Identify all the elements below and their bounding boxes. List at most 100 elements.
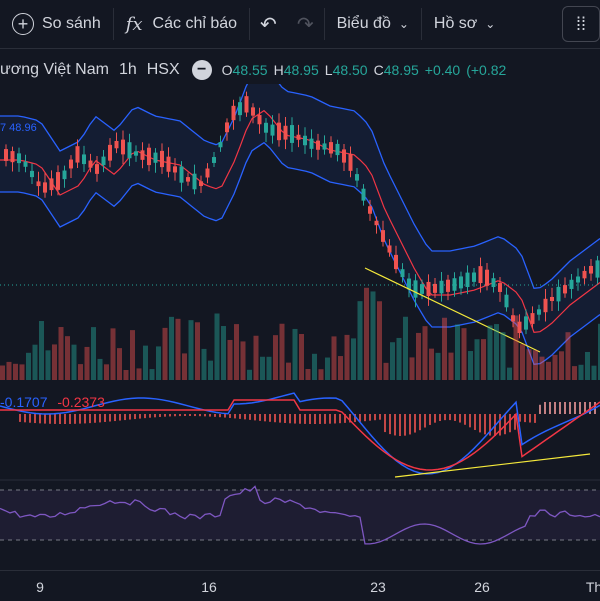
volume-bar bbox=[513, 315, 519, 380]
drag-handle-icon[interactable]: ⁞⁞ bbox=[562, 6, 600, 42]
candle-body bbox=[309, 138, 314, 149]
change-percent: (+0.82 bbox=[466, 62, 507, 78]
plus-circle-icon: + bbox=[12, 13, 34, 35]
candle-body bbox=[283, 125, 288, 140]
volume-bar bbox=[227, 339, 233, 380]
volume-bar bbox=[169, 316, 174, 380]
volume-bar bbox=[45, 350, 51, 380]
candle-body bbox=[56, 172, 60, 190]
volume-bar bbox=[585, 351, 590, 380]
x-tick-label: 23 bbox=[370, 579, 386, 595]
x-tick-label: 16 bbox=[201, 579, 217, 595]
volume-bar bbox=[474, 339, 480, 380]
candle-body bbox=[420, 284, 424, 294]
volume-bar bbox=[487, 325, 493, 380]
candle-body bbox=[101, 156, 106, 166]
candle-body bbox=[160, 150, 164, 168]
fx-icon: fx bbox=[125, 13, 143, 35]
candle-body bbox=[244, 96, 249, 113]
volume-bar bbox=[240, 341, 246, 380]
chart-canvas[interactable] bbox=[0, 84, 600, 570]
toolbar-divider bbox=[112, 8, 114, 40]
candle-body bbox=[322, 143, 327, 150]
candle-body bbox=[231, 105, 236, 121]
candle-body bbox=[361, 188, 366, 201]
volume-bar bbox=[266, 356, 272, 380]
candle-body bbox=[10, 151, 15, 163]
toolbar-divider bbox=[249, 8, 251, 40]
top-toolbar: + So sánh fx Các chỉ báo ↶ ↷ Biểu đồ ⌄ H… bbox=[0, 0, 600, 49]
candle-body bbox=[36, 181, 41, 187]
candle-body bbox=[394, 254, 398, 270]
macd-value: -0.1707 bbox=[0, 394, 48, 410]
candle-body bbox=[335, 143, 340, 156]
volume-bar bbox=[383, 362, 389, 380]
candle-body bbox=[524, 316, 528, 330]
candle-body bbox=[43, 182, 47, 193]
candle-body bbox=[491, 278, 496, 288]
volume-bar bbox=[565, 332, 571, 380]
volume-bar bbox=[422, 326, 428, 380]
volume-bar bbox=[104, 364, 109, 380]
candle-body bbox=[517, 321, 522, 333]
candle-body bbox=[485, 269, 489, 286]
candle-body bbox=[556, 286, 561, 302]
candle-body bbox=[199, 181, 203, 187]
candle-body bbox=[303, 135, 307, 146]
volume-bar bbox=[162, 327, 168, 380]
volume-bar bbox=[292, 328, 298, 380]
candle-body bbox=[504, 294, 509, 308]
volume-bar bbox=[461, 328, 467, 380]
candle-body bbox=[296, 134, 301, 140]
volume-bar bbox=[91, 327, 96, 380]
symbol-legend: ương Việt Nam 1h HSX − O 48.55 H 48.95 L 48… bbox=[0, 58, 512, 82]
volume-bar bbox=[331, 336, 337, 380]
candle-body bbox=[251, 107, 255, 116]
x-tick-label: Th bbox=[585, 579, 600, 595]
undo-icon[interactable]: ↶ bbox=[260, 13, 277, 36]
volume-bar bbox=[572, 366, 577, 380]
candle-body bbox=[439, 280, 444, 294]
candle-body bbox=[387, 245, 392, 253]
volume-bar bbox=[533, 350, 538, 380]
volume-bar bbox=[500, 332, 506, 380]
chart-menu-button[interactable]: Biểu đồ ⌄ bbox=[325, 0, 421, 48]
interval-label[interactable]: 1h bbox=[118, 61, 137, 78]
candle-body bbox=[400, 269, 405, 278]
exchange-label: HSX bbox=[146, 61, 180, 78]
volume-bar bbox=[539, 356, 545, 380]
candle-body bbox=[433, 283, 437, 293]
compare-button[interactable]: + So sánh bbox=[0, 0, 113, 48]
candle-body bbox=[186, 177, 190, 182]
profile-menu-button[interactable]: Hồ sơ ⌄ bbox=[422, 0, 507, 48]
volume-bar bbox=[117, 348, 122, 380]
volume-bar bbox=[0, 365, 5, 380]
candle-body bbox=[537, 309, 541, 315]
candle-body bbox=[329, 142, 333, 154]
volume-bar bbox=[552, 354, 558, 380]
candle-body bbox=[62, 170, 67, 180]
bollinger-band-fill bbox=[0, 84, 600, 365]
indicators-label: Các chỉ báo bbox=[152, 15, 238, 32]
time-axis[interactable]: 9 16 23 26 Th bbox=[0, 570, 600, 601]
macd-trend-line bbox=[394, 453, 591, 478]
minus-icon[interactable]: − bbox=[191, 60, 212, 80]
volume-bar bbox=[136, 368, 142, 380]
volume-pane bbox=[0, 287, 600, 380]
volume-bar bbox=[195, 322, 200, 380]
volume-bar bbox=[546, 361, 551, 380]
signal-value: -0.2373 bbox=[57, 394, 105, 410]
volume-bar bbox=[338, 356, 343, 380]
volume-bar bbox=[390, 342, 395, 380]
bollinger-lower-line bbox=[0, 141, 600, 366]
candle-body bbox=[238, 102, 242, 116]
candle-body bbox=[121, 139, 125, 155]
volume-bar bbox=[58, 327, 64, 380]
indicators-button[interactable]: fx Các chỉ báo bbox=[114, 0, 249, 48]
volume-bar bbox=[325, 357, 330, 380]
volume-bar bbox=[188, 320, 194, 380]
redo-icon[interactable]: ↷ bbox=[296, 13, 314, 36]
candle-body bbox=[582, 270, 587, 279]
volume-bar bbox=[442, 317, 447, 380]
volume-bar bbox=[344, 334, 350, 380]
